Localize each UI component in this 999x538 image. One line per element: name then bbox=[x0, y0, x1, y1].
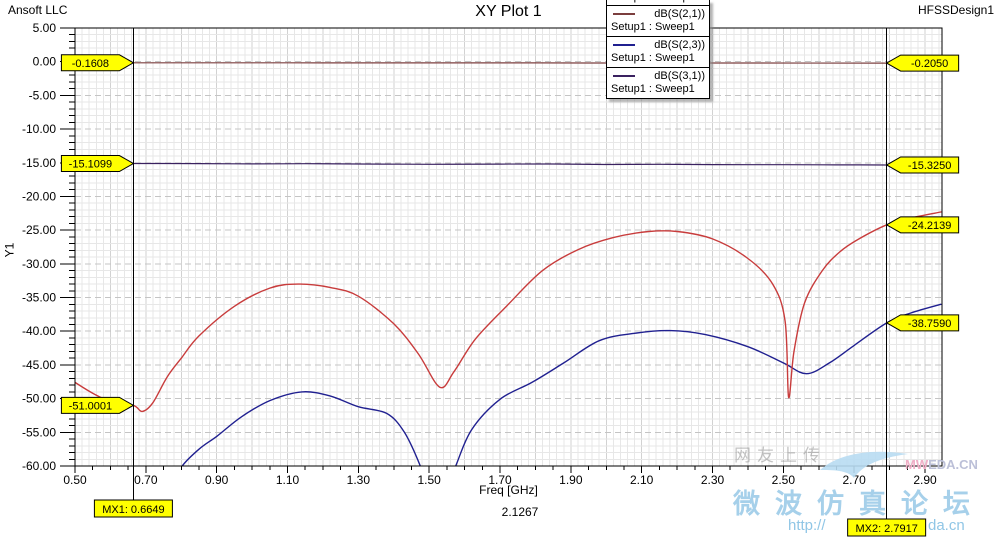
y-tick-label: -55.00 bbox=[22, 425, 56, 439]
y-axis-title: Y1 bbox=[2, 242, 17, 258]
x-tick-label: 1.10 bbox=[276, 473, 300, 487]
y-tick-label: -25.00 bbox=[22, 223, 56, 237]
watermark-url-left: http:// bbox=[788, 517, 826, 534]
legend-sweep-label: Setup1 : Sweep1 bbox=[611, 83, 695, 95]
x-tick-label: 2.30 bbox=[701, 473, 725, 487]
watermark-upload-text: 网友上传 bbox=[734, 446, 826, 465]
legend-line-swatch bbox=[613, 44, 635, 46]
y-tick-label: -5.00 bbox=[29, 88, 57, 102]
legend-sweep-label: Setup1 : Sweep1 bbox=[611, 21, 695, 33]
y-tick-label: 5.00 bbox=[33, 21, 57, 35]
y-tick-labels: 5.00 0.00 -5.00 -10.00 -15.00 -20.00 -25.00 -30… bbox=[22, 21, 56, 473]
legend-entry-3[interactable]: dB(S(3,1)) Setup1 : Sweep1 bbox=[606, 67, 710, 99]
legend-sweep-label: Setup1 : Sweep1 bbox=[611, 52, 695, 64]
x-tick-label: 0.70 bbox=[134, 473, 158, 487]
series-red_unlabeled bbox=[75, 211, 942, 413]
y-tick-label: -20.00 bbox=[22, 189, 56, 203]
legend-line-swatch bbox=[613, 75, 635, 77]
x-axis-title: Freq [GHz] bbox=[479, 483, 538, 497]
x-tick-label: 2.10 bbox=[630, 473, 654, 487]
curves bbox=[75, 62, 942, 466]
legend-sweep-label: Setup1 : Sweep1 bbox=[611, 0, 695, 3]
plot-title: XY Plot 1 bbox=[475, 3, 542, 20]
y-tick-label: -10.00 bbox=[22, 122, 56, 136]
watermark-logo-prefix: MW bbox=[905, 457, 929, 472]
watermark-site-name: 微波仿真论坛 bbox=[733, 489, 985, 519]
x-tick-label: 1.30 bbox=[347, 473, 371, 487]
y-tick-label: -50.00 bbox=[22, 392, 56, 406]
x-tick-label: 0.90 bbox=[205, 473, 229, 487]
legend-entry-partial[interactable]: Setup1 : Sweep1 bbox=[606, 0, 710, 6]
y-tick-label: -15.00 bbox=[22, 156, 56, 170]
design-name-label: HFSSDesign1 bbox=[917, 3, 994, 17]
y-tick-label: 0.00 bbox=[33, 55, 57, 69]
legend-entry-1[interactable]: dB(S(2,1)) Setup1 : Sweep1 bbox=[606, 5, 710, 37]
x-tick-label: 1.90 bbox=[559, 473, 583, 487]
x-axis-secondary-value: 2.1267 bbox=[501, 505, 539, 519]
watermark-logo: MWEDA.CN bbox=[905, 457, 978, 472]
series-s31 bbox=[75, 162, 942, 166]
legend-line-swatch bbox=[613, 13, 635, 15]
x-tick-labels: 0.50 0.70 0.90 1.10 1.30 1.50 1.70 1.90 2.10 2.30… bbox=[63, 473, 937, 487]
watermark-url-right: da.cn bbox=[928, 517, 965, 534]
x-tick-label: 1.50 bbox=[417, 473, 441, 487]
legend-trace-label: dB(S(2,3)) bbox=[654, 39, 705, 51]
grid bbox=[74, 27, 942, 467]
x-tick-label: 0.50 bbox=[63, 473, 87, 487]
y-tick-label: -30.00 bbox=[22, 257, 56, 271]
y-tick-label: -40.00 bbox=[22, 324, 56, 338]
x-tick-label: 2.90 bbox=[913, 473, 937, 487]
series-s23 bbox=[181, 303, 942, 466]
x-tick-label: 1.70 bbox=[488, 473, 512, 487]
watermark-logo-suffix: EDA.CN bbox=[928, 457, 978, 472]
legend-entry-2[interactable]: dB(S(2,3)) Setup1 : Sweep1 bbox=[606, 36, 710, 68]
y-tick-label: -60.00 bbox=[22, 459, 56, 473]
legend-trace-label: dB(S(3,1)) bbox=[654, 70, 705, 82]
y-tick-label: -35.00 bbox=[22, 291, 56, 305]
x-tick-label: 2.70 bbox=[842, 473, 866, 487]
y-tick-label: -45.00 bbox=[22, 358, 56, 372]
legend-trace-label: dB(S(2,1)) bbox=[654, 8, 705, 20]
x-tick-label: 2.50 bbox=[772, 473, 796, 487]
vendor-label: Ansoft LLC bbox=[8, 3, 68, 17]
